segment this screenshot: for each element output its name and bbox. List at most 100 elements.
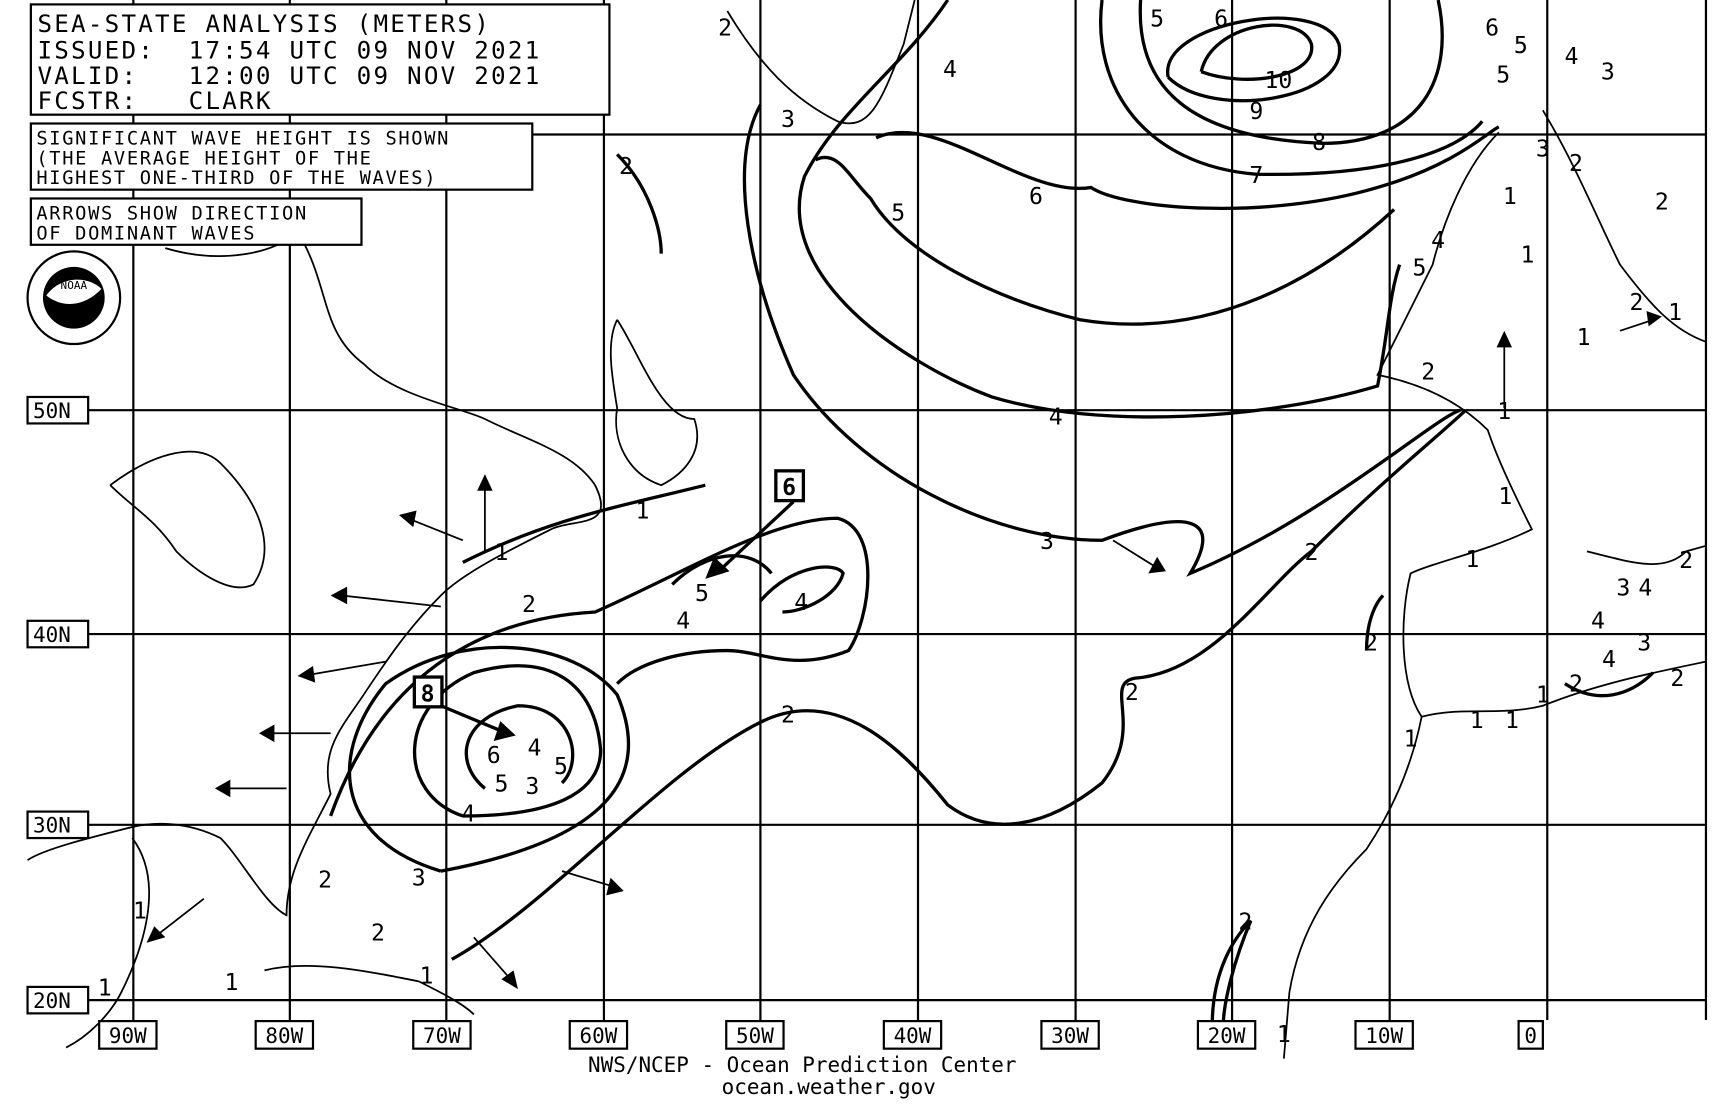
footer-url: ocean.weather.gov [722, 1075, 936, 1099]
wave-height-contours [329, 0, 1655, 1026]
contour-label: 2 [1364, 631, 1378, 657]
contour-label: 1 [1465, 547, 1479, 573]
contour-label: 6 [487, 743, 501, 769]
contour-label: 3 [1616, 575, 1630, 601]
contour-label: 1 [1470, 708, 1484, 734]
contour-label: 5 [554, 754, 568, 780]
contour-label: 2 [1670, 666, 1684, 692]
contour-label: 7 [1249, 163, 1263, 189]
contour-label: 3 [781, 107, 795, 133]
contour-label: 5 [494, 772, 508, 798]
contour-label: 4 [461, 801, 475, 827]
contour-label: 1 [1505, 708, 1519, 734]
contour-label: 4 [1638, 575, 1652, 601]
contour-label: 1 [1503, 184, 1517, 210]
lon-label: 40W [894, 1024, 932, 1048]
contour-label: 1 [224, 970, 238, 996]
contour-label: 6 [1214, 6, 1228, 32]
contour-label: 4 [1602, 647, 1616, 673]
contour-label: 1 [1498, 484, 1512, 510]
contour-label: 3 [1637, 631, 1651, 657]
maxima-markers: 8 6 [412, 469, 806, 709]
contour-label: 5 [1412, 256, 1426, 282]
lat-label: 30N [33, 814, 71, 838]
contour-label: 1 [1520, 242, 1534, 268]
lon-label: 90W [109, 1024, 147, 1048]
contour-label: 5 [891, 201, 905, 227]
contour-label: 1 [636, 498, 650, 524]
contour-label: 3 [1601, 59, 1615, 85]
note-line: (THE AVERAGE HEIGHT OF THE [36, 148, 372, 169]
lon-label: 70W [423, 1024, 461, 1048]
note-line: SIGNIFICANT WAVE HEIGHT IS SHOWN [36, 128, 450, 149]
contour-label: 1 [1668, 300, 1682, 326]
contour-label: 2 [619, 154, 633, 180]
note-line: OF DOMINANT WAVES [36, 223, 256, 244]
contour-label: 3 [412, 865, 426, 891]
lat-label: 40N [33, 623, 71, 647]
contour-label: 1 [98, 976, 112, 1002]
contour-label: 4 [676, 609, 690, 635]
lat-label: 20N [33, 989, 71, 1013]
contour-label: 3 [1536, 137, 1550, 163]
noaa-logo-text: NOAA [61, 279, 88, 292]
wave-direction-arrows [146, 310, 1662, 990]
footer-agency: NWS/NCEP - Ocean Prediction Center [588, 1053, 1016, 1077]
max-label: 6 [782, 475, 796, 501]
max-label: 8 [421, 681, 435, 707]
contour-label: 1 [1404, 727, 1418, 753]
contour-label: 1 [1577, 325, 1591, 351]
contour-label: 3 [525, 774, 539, 800]
contour-label: 6 [1485, 15, 1499, 41]
contour-label: 2 [1569, 151, 1583, 177]
contour-label: 2 [522, 592, 536, 618]
arrows-note: ARROWS SHOW DIRECTION OF DOMINANT WAVES [29, 197, 363, 246]
contour-labels: 10 9 8 7 6 5 4 3 2 2 1 1 2 3 4 5 6 4 5 3… [98, 6, 1693, 1048]
lon-label: 0 [1524, 1024, 1537, 1048]
contour-label: 4 [943, 57, 957, 83]
header-block: SEA-STATE ANALYSIS (METERS) ISSUED: 17:5… [29, 3, 611, 116]
lon-label: 60W [579, 1024, 617, 1048]
contour-label: 1 [420, 964, 434, 990]
contour-label: 2 [1630, 290, 1644, 316]
lon-label: 50W [736, 1024, 774, 1048]
contour-label: 3 [1040, 529, 1054, 555]
contour-label: 2 [1238, 910, 1252, 936]
contour-label: 8 [1312, 130, 1326, 156]
contour-label: 1 [1536, 682, 1550, 708]
lat-label: 50N [33, 399, 71, 423]
contour-label: 2 [1421, 359, 1435, 385]
contour-label: 1 [494, 540, 508, 566]
contour-label: 6 [1029, 184, 1043, 210]
lon-label: 10W [1365, 1024, 1403, 1048]
contour-label: 4 [528, 735, 542, 761]
contour-label: 2 [371, 921, 385, 947]
contour-label: 5 [1496, 63, 1510, 89]
contour-label: 5 [695, 581, 709, 607]
lon-label: 30W [1051, 1024, 1089, 1048]
longitude-labels: 90W 80W 70W 60W 50W 40W 30W 20W 10W 0 [98, 1019, 1544, 1050]
wave-height-note: SIGNIFICANT WAVE HEIGHT IS SHOWN (THE AV… [29, 122, 534, 191]
issued-time: ISSUED: 17:54 UTC 09 NOV 2021 [37, 35, 541, 64]
contour-label: 1 [1277, 1022, 1291, 1048]
contour-label: 2 [1125, 680, 1139, 706]
note-line: ARROWS SHOW DIRECTION [36, 203, 308, 224]
contour-label: 2 [781, 702, 795, 728]
contour-label: 4 [794, 590, 808, 616]
contour-label: 2 [318, 868, 332, 894]
contour-label: 4 [1049, 405, 1063, 431]
lon-label: 20W [1208, 1024, 1246, 1048]
chart-title: SEA-STATE ANALYSIS (METERS) [37, 9, 491, 38]
contour-label: 4 [1565, 44, 1579, 70]
coastlines [27, 0, 1707, 1059]
contour-label: 5 [1514, 33, 1528, 59]
contour-label: 4 [1591, 609, 1605, 635]
contour-label: 1 [1497, 399, 1511, 425]
contour-label: 10 [1264, 68, 1292, 94]
noaa-logo: NOAA [26, 250, 122, 346]
note-line: HIGHEST ONE-THIRD OF THE WAVES) [36, 168, 437, 189]
contour-label: 2 [1655, 190, 1669, 216]
contour-label: 2 [718, 15, 732, 41]
lon-label: 80W [265, 1024, 303, 1048]
contour-label: 2 [1679, 548, 1693, 574]
